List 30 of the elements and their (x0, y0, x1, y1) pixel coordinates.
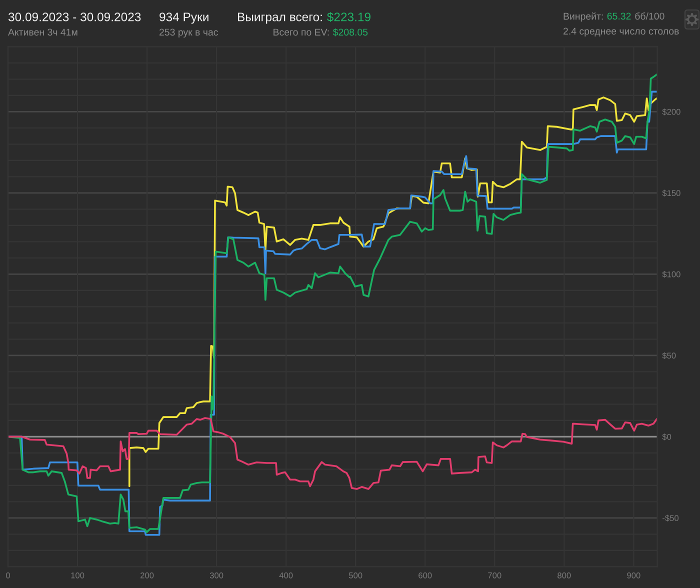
text: бб/100 (635, 12, 664, 20)
line-series (8, 417, 658, 490)
chart-subtitle: Активен 3ч 41м (8, 28, 78, 36)
x-tick-label: 800 (558, 572, 571, 578)
x-tick-label: 300 (210, 572, 224, 578)
y-tick-label: $150 (662, 190, 680, 197)
y-tick-label: -$50 (662, 514, 679, 522)
text: Всего по EV: (274, 28, 329, 36)
x-tick-label: 400 (279, 572, 293, 578)
line-series (128, 96, 658, 488)
x-tick-label: 700 (488, 572, 502, 578)
x-tick-label: 600 (418, 572, 432, 578)
x-tick-label: 900 (627, 572, 640, 578)
y-tick-label: $200 (662, 108, 680, 116)
y-tick-label: $100 (662, 271, 680, 278)
text: $208.05 (332, 28, 368, 36)
chart-title: 30.09.2023 - 30.09.2023 (8, 12, 141, 22)
text: 2.4 среднее число столов (563, 28, 679, 37)
text: 253 рук в час (159, 28, 218, 38)
text: 65.32 (607, 12, 631, 20)
text: $223.19 (327, 12, 370, 22)
y-tick-label: $0 (662, 434, 672, 440)
x-tick-label: 0 (6, 572, 10, 578)
x-tick-label: 100 (71, 572, 84, 578)
text: Выиграл всего: (238, 12, 322, 24)
text: 934 Руки (160, 12, 208, 24)
text: Винрейт: (564, 12, 603, 22)
x-tick-label: 200 (140, 572, 154, 578)
x-tick-label: 500 (348, 572, 362, 578)
y-tick-label: $50 (662, 352, 676, 360)
